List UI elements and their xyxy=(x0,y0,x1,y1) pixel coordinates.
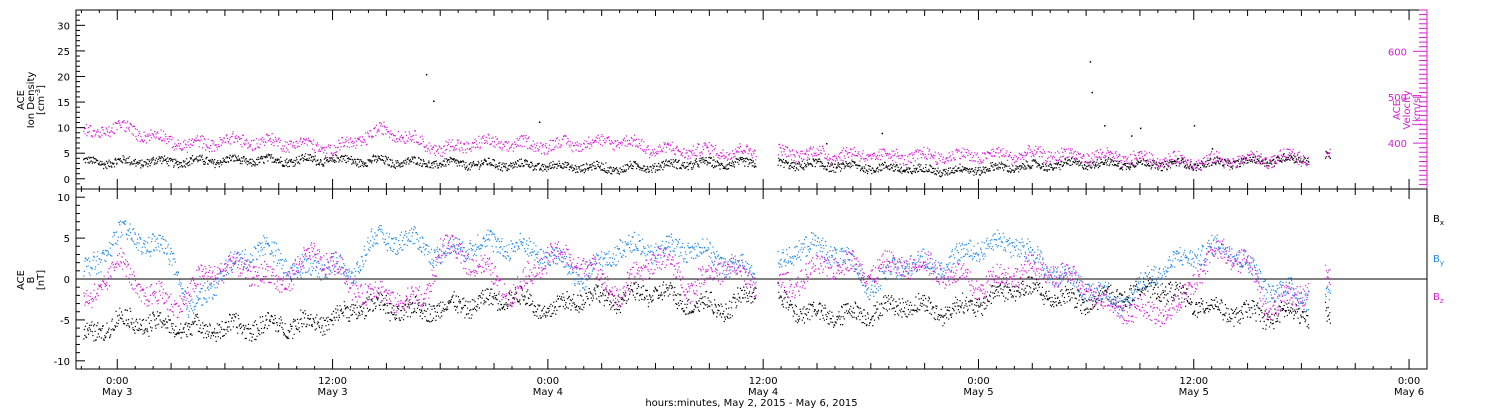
x-tick-time: 12:00 xyxy=(749,376,778,387)
x-tick-time: 0:00 xyxy=(967,376,989,387)
bx-series xyxy=(83,276,1331,342)
x-tick-time: 12:00 xyxy=(318,376,347,387)
density-outlier xyxy=(1211,148,1214,150)
bfield-tick-label: 5 xyxy=(64,234,70,245)
velocity-tick-label: 600 xyxy=(1388,47,1407,58)
bfield-tick-label: 10 xyxy=(57,193,70,204)
bfield-tick-label: -10 xyxy=(54,357,70,368)
x-axis-title: hours:minutes, May 2, 2015 - May 6, 2015 xyxy=(645,398,857,409)
x-tick-time: 0:00 xyxy=(537,376,559,387)
density-outlier xyxy=(538,121,541,123)
density-outlier xyxy=(1104,125,1106,127)
velocity-ylabel: ACEVelocity[km/s] xyxy=(1392,90,1423,129)
density-outlier xyxy=(1130,135,1133,137)
x-tick-time: 12:00 xyxy=(1179,376,1208,387)
density-outlier xyxy=(881,132,884,135)
density-velocity-points xyxy=(83,61,1331,178)
density-outlier xyxy=(433,100,435,103)
velocity-tick-label: 400 xyxy=(1388,139,1407,150)
x-tick-day: May 6 xyxy=(1394,387,1424,398)
bfield-tick-label: -5 xyxy=(60,316,70,327)
density-ylabel: ACEIon Density[cm-3] xyxy=(16,72,47,129)
density-outlier xyxy=(1193,125,1196,127)
x-tick-day: May 3 xyxy=(317,387,347,398)
density-tick-label: 15 xyxy=(57,98,70,109)
density-tick-label: 30 xyxy=(57,21,70,32)
density-outlier xyxy=(1091,91,1093,94)
bfield-tick-label: 0 xyxy=(64,275,70,286)
bfield-ylabel: ACEB[nT] xyxy=(16,270,47,290)
bz-series xyxy=(83,234,1331,327)
velocity-tick-label: 500 xyxy=(1388,93,1407,104)
density-tick-label: 20 xyxy=(57,72,70,83)
legend-by: By xyxy=(1433,254,1444,267)
legend-bx: Bx xyxy=(1433,214,1444,227)
x-tick-day: May 3 xyxy=(102,387,132,398)
x-tick-day: May 5 xyxy=(1179,387,1209,398)
x-tick-day: May 5 xyxy=(963,387,993,398)
density-tick-label: 25 xyxy=(57,47,70,58)
legend-bz: Bz xyxy=(1433,292,1444,305)
by-series xyxy=(83,220,1331,318)
x-tick-day: May 4 xyxy=(533,387,563,398)
velocity-series xyxy=(83,120,1331,171)
density-tick-label: 5 xyxy=(64,149,70,160)
x-tick-time: 0:00 xyxy=(106,376,128,387)
x-tick-time: 0:00 xyxy=(1398,376,1420,387)
magnetic-field-points xyxy=(83,220,1331,342)
density-outlier xyxy=(1139,127,1142,130)
density-outlier xyxy=(1089,61,1092,63)
density-tick-label: 0 xyxy=(64,175,70,186)
density-tick-label: 10 xyxy=(57,124,70,135)
x-tick-day: May 4 xyxy=(748,387,778,398)
density-outlier xyxy=(825,142,828,145)
density-outlier xyxy=(425,73,428,76)
